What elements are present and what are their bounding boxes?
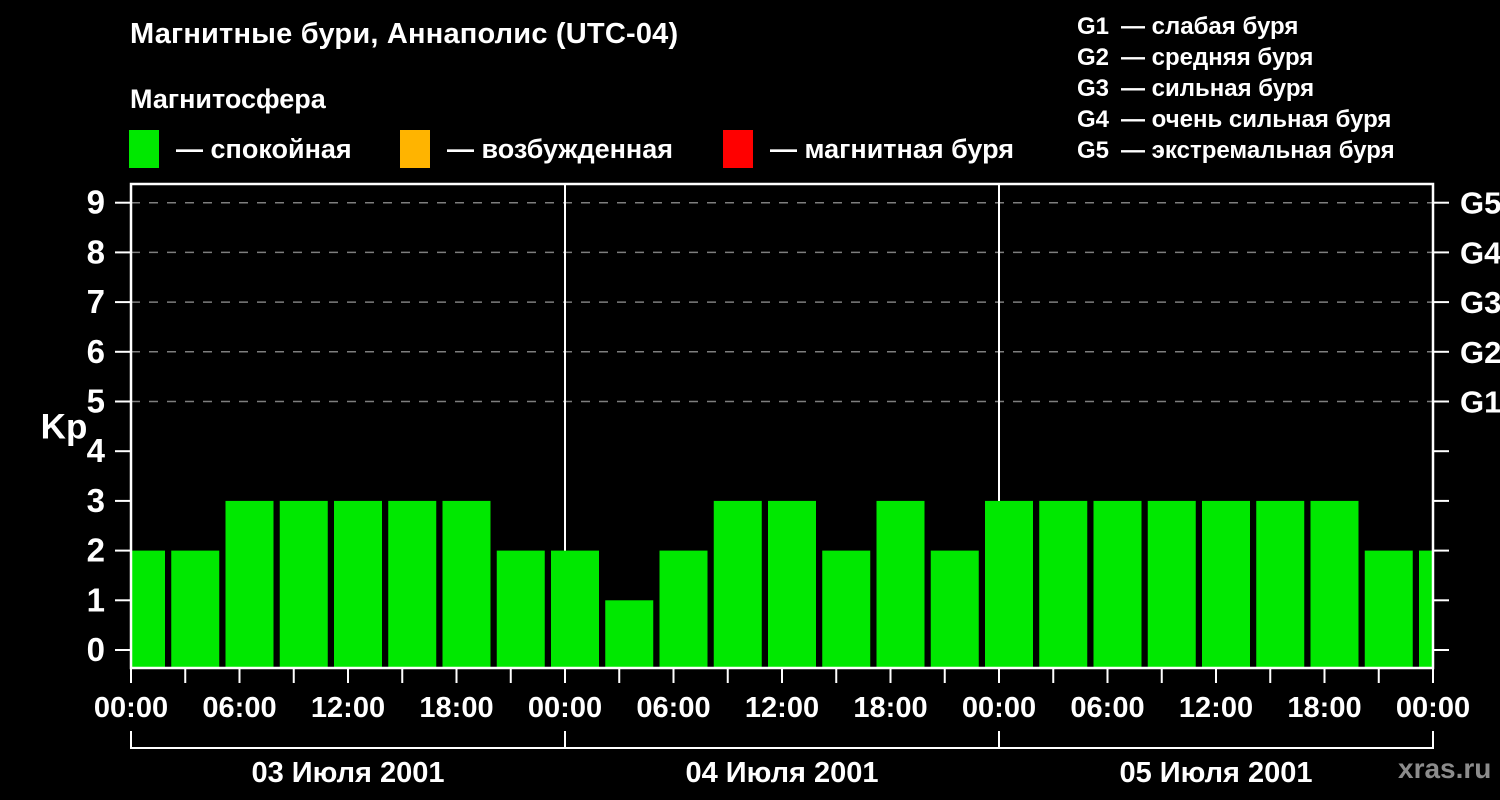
kp-axis-label: Kp	[41, 407, 88, 446]
kp-bar	[279, 500, 328, 668]
storm-scale-row-g3: G3 — сильная буря	[1077, 73, 1395, 104]
y-tick-label: 7	[87, 283, 105, 320]
storm-scale-row-g4: G4 — очень сильная буря	[1077, 104, 1395, 135]
kp-bar	[713, 500, 762, 668]
time-tick-label: 00:00	[1396, 692, 1470, 724]
g-axis-label: G3	[1460, 285, 1500, 320]
y-tick-label: 6	[87, 333, 105, 370]
g-level-label: — экстремальная буря	[1121, 137, 1395, 164]
kp-bar	[171, 550, 220, 668]
g-level: G2	[1077, 44, 1110, 71]
kp-bar	[876, 500, 925, 668]
kp-bar	[1202, 500, 1250, 668]
kp-bar	[1310, 500, 1359, 668]
legend-label: — магнитная буря	[770, 133, 1014, 164]
time-tick-label: 18:00	[1287, 692, 1361, 724]
day-bracket	[998, 731, 1434, 749]
g-axis-label: G4	[1460, 235, 1500, 270]
y-tick-label: 9	[87, 184, 105, 221]
time-tick-label: 18:00	[419, 692, 493, 724]
kp-bar	[132, 550, 165, 668]
kp-bar	[1364, 550, 1413, 668]
y-tick-label: 0	[87, 631, 105, 668]
time-tick-label: 12:00	[1179, 692, 1253, 724]
y-tick-label: 1	[87, 581, 105, 618]
storm-scale-row-g5: G5 — экстремальная буря	[1077, 135, 1395, 166]
kp-bar	[1039, 500, 1088, 668]
y-tick-label: 3	[87, 482, 105, 519]
g-level: G4	[1077, 106, 1110, 133]
g-axis-label: G2	[1460, 335, 1500, 370]
time-tick-label: 06:00	[636, 692, 710, 724]
day-label: 04 Июля 2001	[685, 757, 878, 789]
kp-bar	[930, 550, 979, 668]
g-level: G1	[1077, 13, 1110, 40]
time-tick-label: 00:00	[528, 692, 602, 724]
storm-scale-legend: G1 — слабая буря G2 — средняя буря G3 — …	[1077, 11, 1395, 166]
kp-bar	[1093, 500, 1142, 668]
storm-scale-row-g2: G2 — средняя буря	[1077, 42, 1395, 73]
quiet-color-swatch	[129, 130, 159, 168]
kp-bar	[334, 500, 382, 668]
day-bracket	[564, 731, 1000, 749]
kp-bar	[605, 600, 654, 668]
time-tick-label: 18:00	[853, 692, 927, 724]
y-tick-label: 2	[87, 532, 105, 569]
storm-color-swatch	[723, 130, 753, 168]
g-axis-label: G1	[1460, 385, 1500, 420]
kp-bar	[985, 500, 1033, 668]
time-tick-label: 12:00	[311, 692, 385, 724]
page-title: Магнитные бури, Аннаполис (UTC-04)	[130, 18, 679, 50]
g-level: G3	[1077, 75, 1110, 102]
kp-bar	[822, 550, 871, 668]
kp-bar	[1256, 500, 1305, 668]
kp-bar	[1419, 550, 1432, 668]
time-tick-label: 12:00	[745, 692, 819, 724]
watermark: xras.ru	[1398, 753, 1492, 784]
y-tick-label: 5	[87, 383, 105, 420]
kp-bar	[496, 550, 545, 668]
g-level-label: — слабая буря	[1121, 13, 1299, 40]
g-level-label: — средняя буря	[1121, 44, 1314, 71]
time-tick-label: 06:00	[202, 692, 276, 724]
day-bracket	[130, 731, 566, 749]
kp-bar	[659, 550, 708, 668]
storm-scale-row-g1: G1 — слабая буря	[1077, 11, 1395, 42]
excited-color-swatch	[400, 130, 430, 168]
time-tick-label: 06:00	[1070, 692, 1144, 724]
day-label: 05 Июля 2001	[1119, 757, 1312, 789]
kp-bar	[388, 500, 437, 668]
g-level: G5	[1077, 137, 1110, 164]
legend-item-storm: — магнитная буря	[723, 128, 1014, 170]
kp-bar	[551, 550, 599, 668]
legend-label: — возбужденная	[447, 133, 673, 164]
g-level-label: — очень сильная буря	[1121, 106, 1392, 133]
legend-item-excited: — возбужденная	[400, 128, 673, 170]
legend-label: — спокойная	[176, 133, 352, 164]
y-tick-label: 8	[87, 233, 105, 270]
kp-bar	[768, 500, 816, 668]
g-level-label: — сильная буря	[1121, 75, 1315, 102]
y-tick-label: 4	[87, 432, 106, 469]
legend-item-quiet: — спокойная	[129, 128, 352, 170]
day-label: 03 Июля 2001	[251, 757, 444, 789]
time-tick-label: 00:00	[962, 692, 1036, 724]
kp-bar	[225, 500, 274, 668]
g-axis-label: G5	[1460, 186, 1500, 221]
kp-bar	[442, 500, 491, 668]
time-tick-label: 00:00	[94, 692, 168, 724]
kp-bar	[1147, 500, 1196, 668]
magnetosphere-label: Магнитосфера	[130, 84, 326, 114]
